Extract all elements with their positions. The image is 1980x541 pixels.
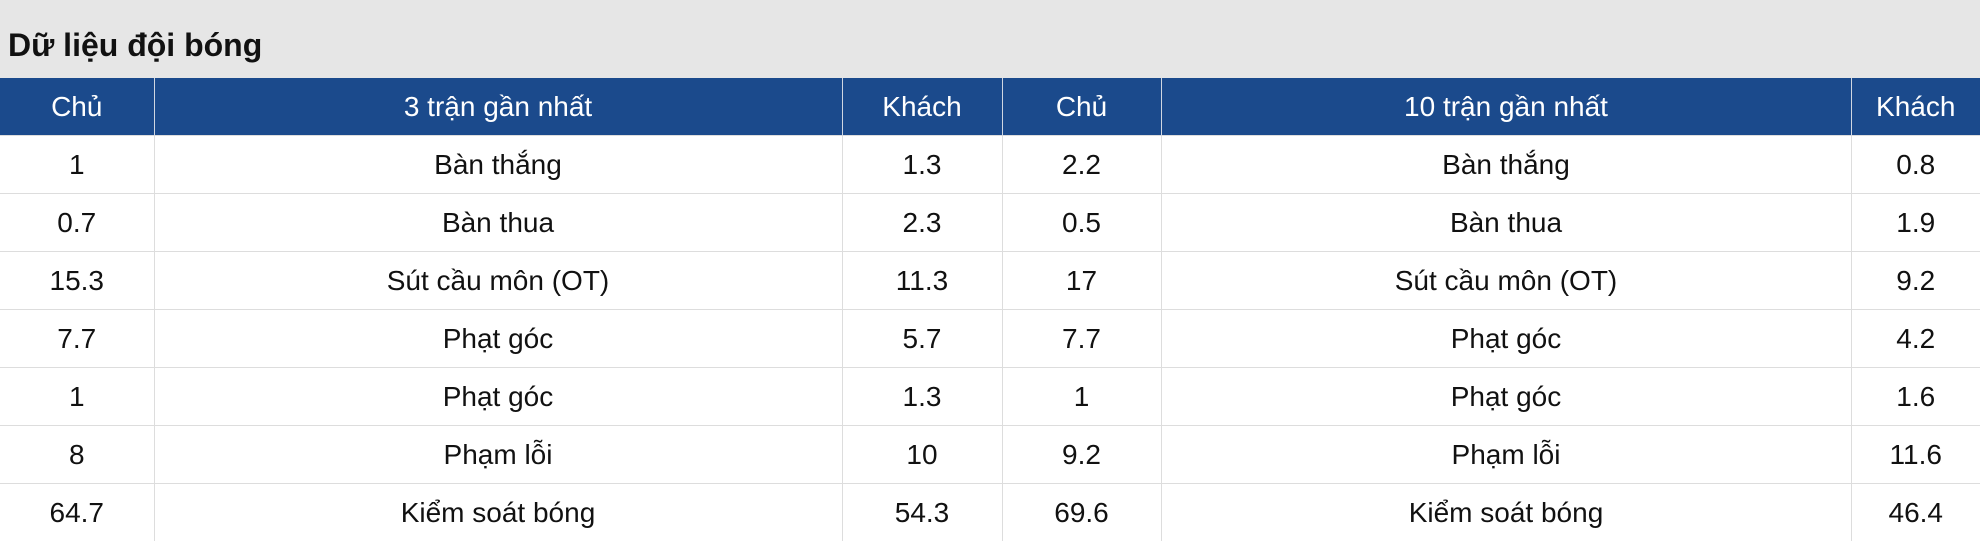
stat-cell: 69.6 [1002, 484, 1161, 541]
stat-cell: 11.3 [842, 252, 1002, 310]
stat-cell: Kiểm soát bóng [1161, 484, 1851, 541]
column-header: Khách [842, 78, 1002, 136]
stat-cell: 1.6 [1851, 368, 1980, 426]
stat-cell: 2.3 [842, 194, 1002, 252]
column-header: Chủ [0, 78, 154, 136]
stat-cell: 1 [0, 136, 154, 194]
column-header: Chủ [1002, 78, 1161, 136]
stat-cell: Phạm lỗi [154, 426, 842, 484]
stat-cell: 7.7 [1002, 310, 1161, 368]
stat-cell: 10 [842, 426, 1002, 484]
stat-cell: Phạt góc [154, 310, 842, 368]
stat-cell: 0.5 [1002, 194, 1161, 252]
title-bar: Dữ liệu đội bóng [0, 0, 1980, 78]
stat-cell: 7.7 [0, 310, 154, 368]
stat-cell: 64.7 [0, 484, 154, 541]
stat-cell: Sút cầu môn (OT) [154, 252, 842, 310]
stat-cell: Phạt góc [1161, 310, 1851, 368]
stat-cell: 11.6 [1851, 426, 1980, 484]
stat-cell: 5.7 [842, 310, 1002, 368]
stat-cell: Bàn thắng [1161, 136, 1851, 194]
stat-cell: Kiểm soát bóng [154, 484, 842, 541]
stat-cell: 1.3 [842, 136, 1002, 194]
column-header: 3 trận gần nhất [154, 78, 842, 136]
stat-cell: 0.8 [1851, 136, 1980, 194]
stat-cell: 4.2 [1851, 310, 1980, 368]
stat-cell: 46.4 [1851, 484, 1980, 541]
stat-cell: 15.3 [0, 252, 154, 310]
stat-cell: 1 [0, 368, 154, 426]
stat-cell: 1.9 [1851, 194, 1980, 252]
stat-cell: Phạt góc [154, 368, 842, 426]
page-title: Dữ liệu đội bóng [8, 27, 262, 64]
stat-cell: 9.2 [1851, 252, 1980, 310]
stat-cell: 8 [0, 426, 154, 484]
stat-cell: 2.2 [1002, 136, 1161, 194]
column-header: Khách [1851, 78, 1980, 136]
stat-cell: 9.2 [1002, 426, 1161, 484]
stat-cell: Bàn thắng [154, 136, 842, 194]
stat-cell: 54.3 [842, 484, 1002, 541]
stat-cell: 1 [1002, 368, 1161, 426]
stat-cell: Phạm lỗi [1161, 426, 1851, 484]
stat-cell: Bàn thua [1161, 194, 1851, 252]
stat-cell: Phạt góc [1161, 368, 1851, 426]
stat-cell: 1.3 [842, 368, 1002, 426]
stat-cell: Sút cầu môn (OT) [1161, 252, 1851, 310]
stat-cell: Bàn thua [154, 194, 842, 252]
column-header: 10 trận gần nhất [1161, 78, 1851, 136]
stat-cell: 0.7 [0, 194, 154, 252]
stat-cell: 17 [1002, 252, 1161, 310]
